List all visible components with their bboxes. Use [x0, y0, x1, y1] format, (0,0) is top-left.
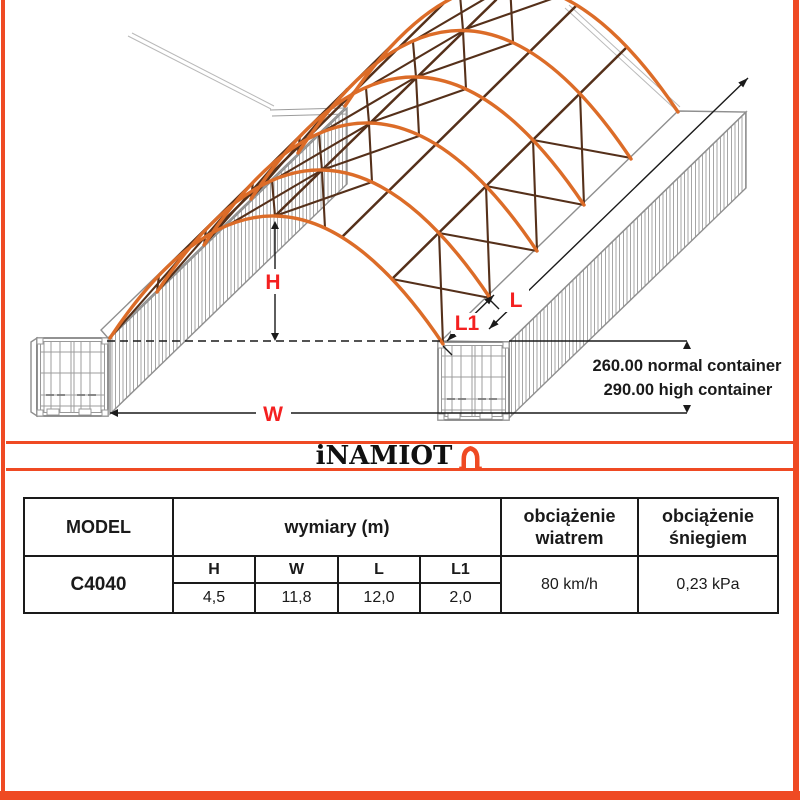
dim-header-h: H [172, 555, 256, 584]
dim-value-l: 12,0 [337, 582, 421, 614]
container-front-doors [36, 337, 109, 417]
roof-arches [108, 0, 680, 346]
page-border-bottom [0, 791, 800, 800]
dim-header-w: W [254, 555, 339, 584]
col-header-snow-load: obciążenie śniegiem [637, 497, 779, 557]
dimension-label-w: W [263, 403, 283, 426]
wind-load-value: 80 km/h [500, 555, 639, 614]
truss-crown-braces [223, 0, 552, 230]
dim-value-w: 11,8 [254, 582, 339, 614]
dimension-label-l: L [510, 289, 523, 312]
spec-table-container: MODEL wymiary (m) obciążenie wiatrem obc… [23, 497, 779, 614]
container-shelter-drawing: H W L L1 260.00 normal container 290.00 … [30, 0, 782, 426]
dimension-arrowheads [110, 78, 748, 417]
truss-right-foot-braces [390, 91, 633, 346]
dim-header-l1: L1 [419, 555, 502, 584]
brand-name: iNAMIOT [315, 441, 453, 471]
normal-container-height-note: 260.00 normal container [593, 357, 782, 375]
shelter-isometric-svg: H W L L1 260.00 normal container 290.00 … [30, 0, 782, 426]
dimension-label-l1: L1 [455, 312, 480, 335]
divider-bottom [6, 468, 794, 471]
snow-load-value: 0,23 kPa [637, 555, 779, 614]
brand-logo: iNAMIOT [0, 441, 800, 471]
model-value: C4040 [23, 555, 174, 614]
spec-table: MODEL wymiary (m) obciążenie wiatrem obc… [23, 497, 779, 614]
right-container-front-doors [437, 341, 510, 421]
brand-band: iNAMIOT [0, 441, 800, 471]
high-container-height-note: 290.00 high container [604, 381, 773, 399]
tent-arch-icon [457, 443, 484, 470]
dim-value-l1: 2,0 [419, 582, 502, 614]
page-border-left [1, 0, 5, 800]
col-header-dimensions: wymiary (m) [172, 497, 502, 557]
dim-value-h: 4,5 [172, 582, 256, 614]
divider-top [6, 441, 794, 444]
page-border-right [793, 0, 799, 800]
col-header-wind-load: obciążenie wiatrem [500, 497, 639, 557]
col-header-model: MODEL [23, 497, 174, 557]
dim-header-l: L [337, 555, 421, 584]
dimension-label-h: H [265, 271, 280, 294]
